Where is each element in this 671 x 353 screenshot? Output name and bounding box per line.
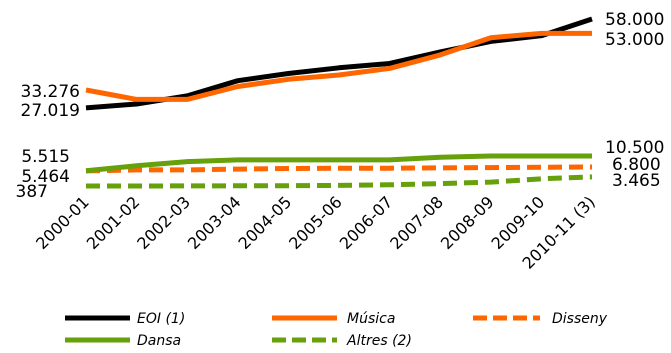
x-tick-labels: 2000-012001-022002-032003-042004-052005-… xyxy=(32,192,599,272)
end-label-musica: 53.000 xyxy=(605,30,664,50)
series-layer xyxy=(85,16,593,189)
series-line-eoi-1 xyxy=(85,16,593,111)
end-label-altres: 3.465 xyxy=(612,171,661,191)
legend-label-eoi: EOI (1) xyxy=(137,311,185,327)
x-tick-label-2008-09: 2008-09 xyxy=(437,192,498,253)
x-tick-label-2006-07: 2006-07 xyxy=(336,192,397,253)
series-line-dansa xyxy=(85,153,592,174)
legend-label-altres: Altres (2) xyxy=(346,333,412,349)
end-label-dansa: 10.500 xyxy=(605,138,664,158)
series-line-musica xyxy=(85,30,592,102)
start-label-dansa: 5.515 xyxy=(21,147,70,167)
start-label-disseny: 5.464 xyxy=(21,167,70,187)
series-line-disseny xyxy=(85,164,593,174)
legend-label-dansa: Dansa xyxy=(137,333,181,349)
legend-label-musica: Música xyxy=(347,311,395,327)
end-label-eoi: 58.000 xyxy=(605,10,664,30)
start-label-altres: 387 xyxy=(16,182,48,202)
x-tick-label-2003-04: 2003-04 xyxy=(184,192,245,253)
labels-layer: 33.276 27.019 5.515 5.464 387 58.000 53.… xyxy=(16,10,665,202)
x-tick-label-2004-05: 2004-05 xyxy=(235,192,296,253)
x-tick-label-2001-02: 2001-02 xyxy=(83,192,144,253)
start-label-eoi: 27.019 xyxy=(21,101,80,121)
series-line-altres-2 xyxy=(86,174,593,189)
legend: EOI (1) Música Disseny Dansa Altres (2) xyxy=(65,311,608,349)
x-tick-label-2007-08: 2007-08 xyxy=(386,192,447,253)
legend-label-disseny: Disseny xyxy=(552,311,608,327)
x-tick-label-2002-03: 2002-03 xyxy=(133,192,194,253)
start-label-musica: 33.276 xyxy=(21,82,80,102)
x-tick-label-2005-06: 2005-06 xyxy=(285,192,346,253)
end-label-disseny: 6.800 xyxy=(612,155,661,175)
